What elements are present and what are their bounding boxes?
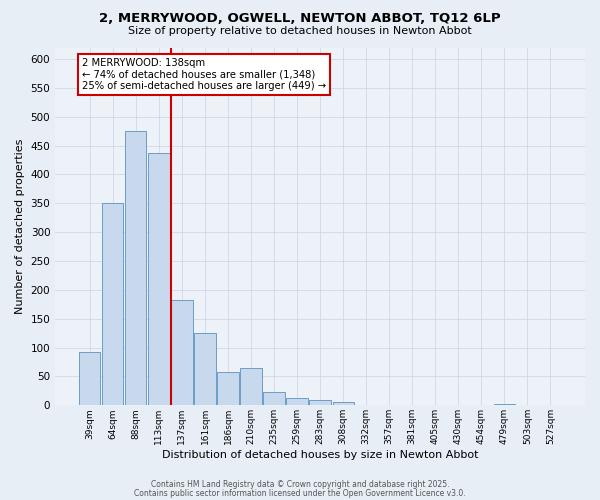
Bar <box>332 402 353 406</box>
Bar <box>125 130 146 406</box>
X-axis label: Distribution of detached houses by size in Newton Abbot: Distribution of detached houses by size … <box>162 450 478 460</box>
Bar <box>241 368 262 406</box>
Bar <box>286 398 308 406</box>
Text: Contains HM Land Registry data © Crown copyright and database right 2025.: Contains HM Land Registry data © Crown c… <box>151 480 449 489</box>
Bar <box>194 333 215 406</box>
Bar <box>148 152 170 406</box>
Bar <box>217 372 239 406</box>
Y-axis label: Number of detached properties: Number of detached properties <box>15 138 25 314</box>
Bar <box>172 300 193 406</box>
Bar <box>310 400 331 406</box>
Bar <box>494 404 515 406</box>
Text: Size of property relative to detached houses in Newton Abbot: Size of property relative to detached ho… <box>128 26 472 36</box>
Bar <box>102 204 124 406</box>
Text: 2 MERRYWOOD: 138sqm
← 74% of detached houses are smaller (1,348)
25% of semi-det: 2 MERRYWOOD: 138sqm ← 74% of detached ho… <box>82 58 326 92</box>
Bar <box>79 352 100 406</box>
Bar <box>263 392 284 406</box>
Text: 2, MERRYWOOD, OGWELL, NEWTON ABBOT, TQ12 6LP: 2, MERRYWOOD, OGWELL, NEWTON ABBOT, TQ12… <box>99 12 501 26</box>
Text: Contains public sector information licensed under the Open Government Licence v3: Contains public sector information licen… <box>134 489 466 498</box>
